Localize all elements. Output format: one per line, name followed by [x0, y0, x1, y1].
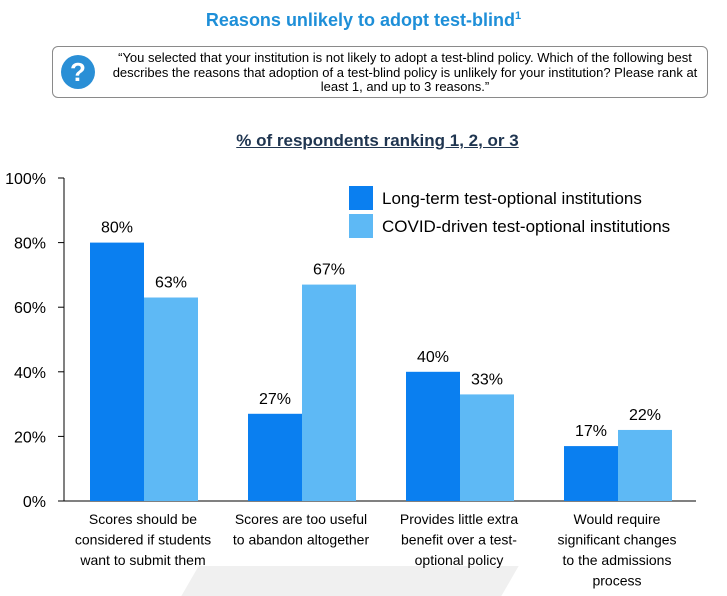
- legend-label: Long-term test-optional institutions: [382, 189, 642, 208]
- bar-value-label: 40%: [417, 349, 449, 366]
- bar: [618, 429, 672, 501]
- category-label: to the admissions: [563, 552, 672, 568]
- category-label: to abandon altogether: [233, 532, 370, 548]
- question-box: ? “You selected that your institution is…: [52, 46, 708, 98]
- chart-title: Reasons unlikely to adopt test-blind1: [205, 10, 522, 30]
- y-tick-label: 80%: [14, 236, 46, 253]
- category-label: optional policy: [415, 552, 504, 568]
- chart-subtitle: % of respondents ranking 1, 2, or 3: [236, 131, 519, 150]
- bar: [302, 284, 356, 501]
- legend-swatch: [349, 214, 373, 238]
- legend-swatch: [349, 186, 373, 210]
- bar-value-label: 33%: [471, 371, 503, 388]
- bar: [90, 242, 144, 501]
- legend-label: COVID-driven test-optional institutions: [382, 217, 670, 236]
- category-label: Provides little extra: [400, 511, 518, 527]
- question-text: “You selected that your institution is n…: [112, 50, 698, 94]
- y-tick-label: 60%: [14, 300, 46, 317]
- bar-value-label: 17%: [575, 423, 607, 440]
- question-mark-icon: ?: [61, 55, 95, 89]
- bar-value-label: 22%: [629, 407, 661, 424]
- bar: [406, 371, 460, 501]
- category-label: significant changes: [557, 532, 676, 548]
- bar: [564, 446, 618, 501]
- category-label: want to submit them: [79, 552, 205, 568]
- bar-value-label: 80%: [101, 220, 133, 237]
- category-label: considered if students: [75, 532, 211, 548]
- bar-value-label: 63%: [155, 275, 187, 292]
- y-tick-label: 0%: [23, 494, 46, 511]
- y-tick-label: 100%: [5, 171, 46, 188]
- category-label: benefit over a test-: [401, 532, 517, 548]
- category-label: Scores should be: [89, 511, 197, 527]
- bar: [144, 297, 198, 501]
- bar: [248, 413, 302, 501]
- y-tick-label: 40%: [14, 365, 46, 382]
- y-tick-label: 20%: [14, 429, 46, 446]
- category-label: process: [592, 573, 641, 589]
- bar: [460, 394, 514, 501]
- category-label: Scores are too useful: [235, 511, 367, 527]
- bar-value-label: 27%: [259, 391, 291, 408]
- category-label: Would require: [574, 511, 661, 527]
- bar-value-label: 67%: [313, 262, 345, 279]
